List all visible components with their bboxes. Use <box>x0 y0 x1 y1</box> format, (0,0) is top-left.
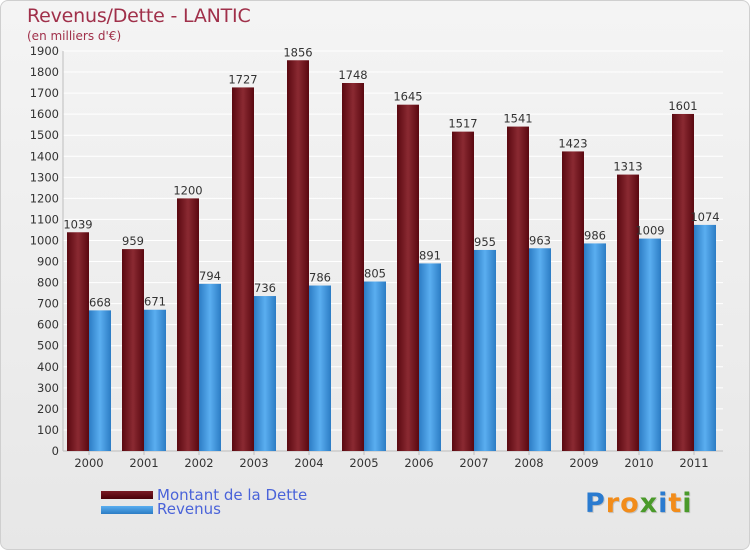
y-tick-label: 500 <box>37 339 59 353</box>
bar-revenue <box>419 263 441 451</box>
y-tick-label: 400 <box>37 360 59 374</box>
logo-letter: r <box>605 488 621 519</box>
x-tick-label: 2010 <box>624 456 653 470</box>
x-tick-label: 2006 <box>404 456 433 470</box>
bar-revenue <box>89 310 111 451</box>
legend-swatch-revenue <box>101 506 153 514</box>
x-tick-label: 2004 <box>294 456 323 470</box>
y-tick-label: 1600 <box>30 107 59 121</box>
data-label-revenue: 786 <box>309 271 331 285</box>
y-tick-label: 1000 <box>30 233 59 247</box>
y-tick-label: 300 <box>37 381 59 395</box>
y-tick-label: 800 <box>37 276 59 290</box>
logo-letter: i <box>682 488 693 519</box>
bar-debt <box>122 249 144 451</box>
y-tick-label: 100 <box>37 423 59 437</box>
bar-debt <box>287 60 309 452</box>
x-tick-label: 2008 <box>514 456 543 470</box>
data-label-revenue: 736 <box>254 281 276 295</box>
data-label-revenue: 891 <box>419 248 441 262</box>
y-tick-label: 600 <box>37 318 59 332</box>
data-label-debt: 1541 <box>503 112 532 126</box>
logo-letter: t <box>668 488 683 519</box>
chart-subtitle: (en milliers d'€) <box>27 29 122 43</box>
x-tick-label: 2003 <box>239 456 268 470</box>
legend-label-revenue: Revenus <box>157 500 221 518</box>
x-tick-label: 2001 <box>129 456 158 470</box>
y-tick-label: 1900 <box>30 44 59 58</box>
y-tick-label: 1800 <box>30 65 59 79</box>
x-tick-label: 2000 <box>74 456 103 470</box>
bar-revenue <box>254 296 276 451</box>
x-tick-label: 2005 <box>349 456 378 470</box>
y-tick-label: 1300 <box>30 170 59 184</box>
data-label-debt: 1645 <box>393 90 422 104</box>
legend-label-debt: Montant de la Dette <box>157 486 308 504</box>
y-tick-label: 1200 <box>30 191 59 205</box>
data-label-debt: 1517 <box>448 117 477 131</box>
bars <box>67 60 716 452</box>
bar-revenue <box>584 243 606 451</box>
bar-revenue <box>364 281 386 451</box>
data-label-debt: 959 <box>122 234 144 248</box>
y-tick-label: 700 <box>37 297 59 311</box>
bar-revenue <box>694 224 716 451</box>
legend-swatch-debt <box>101 491 153 499</box>
bar-debt <box>177 198 199 451</box>
bar-debt <box>397 104 419 452</box>
bar-debt <box>617 174 639 451</box>
bar-revenue <box>474 249 496 451</box>
data-label-debt: 1856 <box>283 45 312 59</box>
bar-debt <box>507 126 529 451</box>
data-label-debt: 1313 <box>613 160 642 174</box>
proxiti-logo: Proxiti <box>585 488 693 519</box>
y-tick-label: 200 <box>37 402 59 416</box>
bar-debt <box>452 131 474 451</box>
data-label-revenue: 986 <box>584 228 606 242</box>
data-label-revenue: 794 <box>199 269 221 283</box>
bar-revenue <box>144 309 166 451</box>
y-tick-label: 0 <box>52 444 59 458</box>
data-label-debt: 1748 <box>338 68 367 82</box>
logo-letter: x <box>639 488 659 519</box>
data-label-revenue: 805 <box>364 267 386 281</box>
bar-debt <box>232 87 254 451</box>
bar-debt <box>342 83 364 451</box>
data-label-revenue: 955 <box>474 235 496 249</box>
labels: 0 100 200 300 400 500 600 700 800 900 1000 1100 1200… <box>30 44 720 470</box>
data-label-revenue: 963 <box>529 233 551 247</box>
bar-revenue <box>529 248 551 451</box>
logo-letter: P <box>585 488 606 519</box>
data-label-revenue: 668 <box>89 295 111 309</box>
data-label-debt: 1601 <box>668 99 697 113</box>
x-tick-label: 2002 <box>184 456 213 470</box>
bar-revenue <box>639 238 661 451</box>
y-tick-label: 1700 <box>30 86 59 100</box>
chart-title: Revenus/Dette - LANTIC <box>27 5 251 27</box>
x-tick-label: 2009 <box>569 456 598 470</box>
data-label-debt: 1039 <box>63 217 92 231</box>
data-label-debt: 1423 <box>558 136 587 150</box>
y-tick-label: 900 <box>37 255 59 269</box>
bar-revenue <box>199 283 221 451</box>
y-tick-label: 1500 <box>30 128 59 142</box>
logo-letter: i <box>658 488 669 519</box>
y-tick-label: 1400 <box>30 149 59 163</box>
y-tick-label: 1100 <box>30 212 59 226</box>
logo-letter: o <box>620 488 640 519</box>
x-tick-label: 2007 <box>459 456 488 470</box>
data-label-debt: 1727 <box>228 72 257 86</box>
bar-debt <box>67 232 89 451</box>
bar-revenue <box>309 285 331 451</box>
data-label-revenue: 671 <box>144 295 166 309</box>
grid-lines <box>62 50 723 455</box>
data-label-revenue: 1074 <box>690 210 719 224</box>
bar-debt <box>672 113 694 452</box>
x-tick-label: 2011 <box>679 456 708 470</box>
data-label-debt: 1200 <box>173 183 202 197</box>
bar-debt <box>562 151 584 451</box>
data-label-revenue: 1009 <box>635 224 664 238</box>
